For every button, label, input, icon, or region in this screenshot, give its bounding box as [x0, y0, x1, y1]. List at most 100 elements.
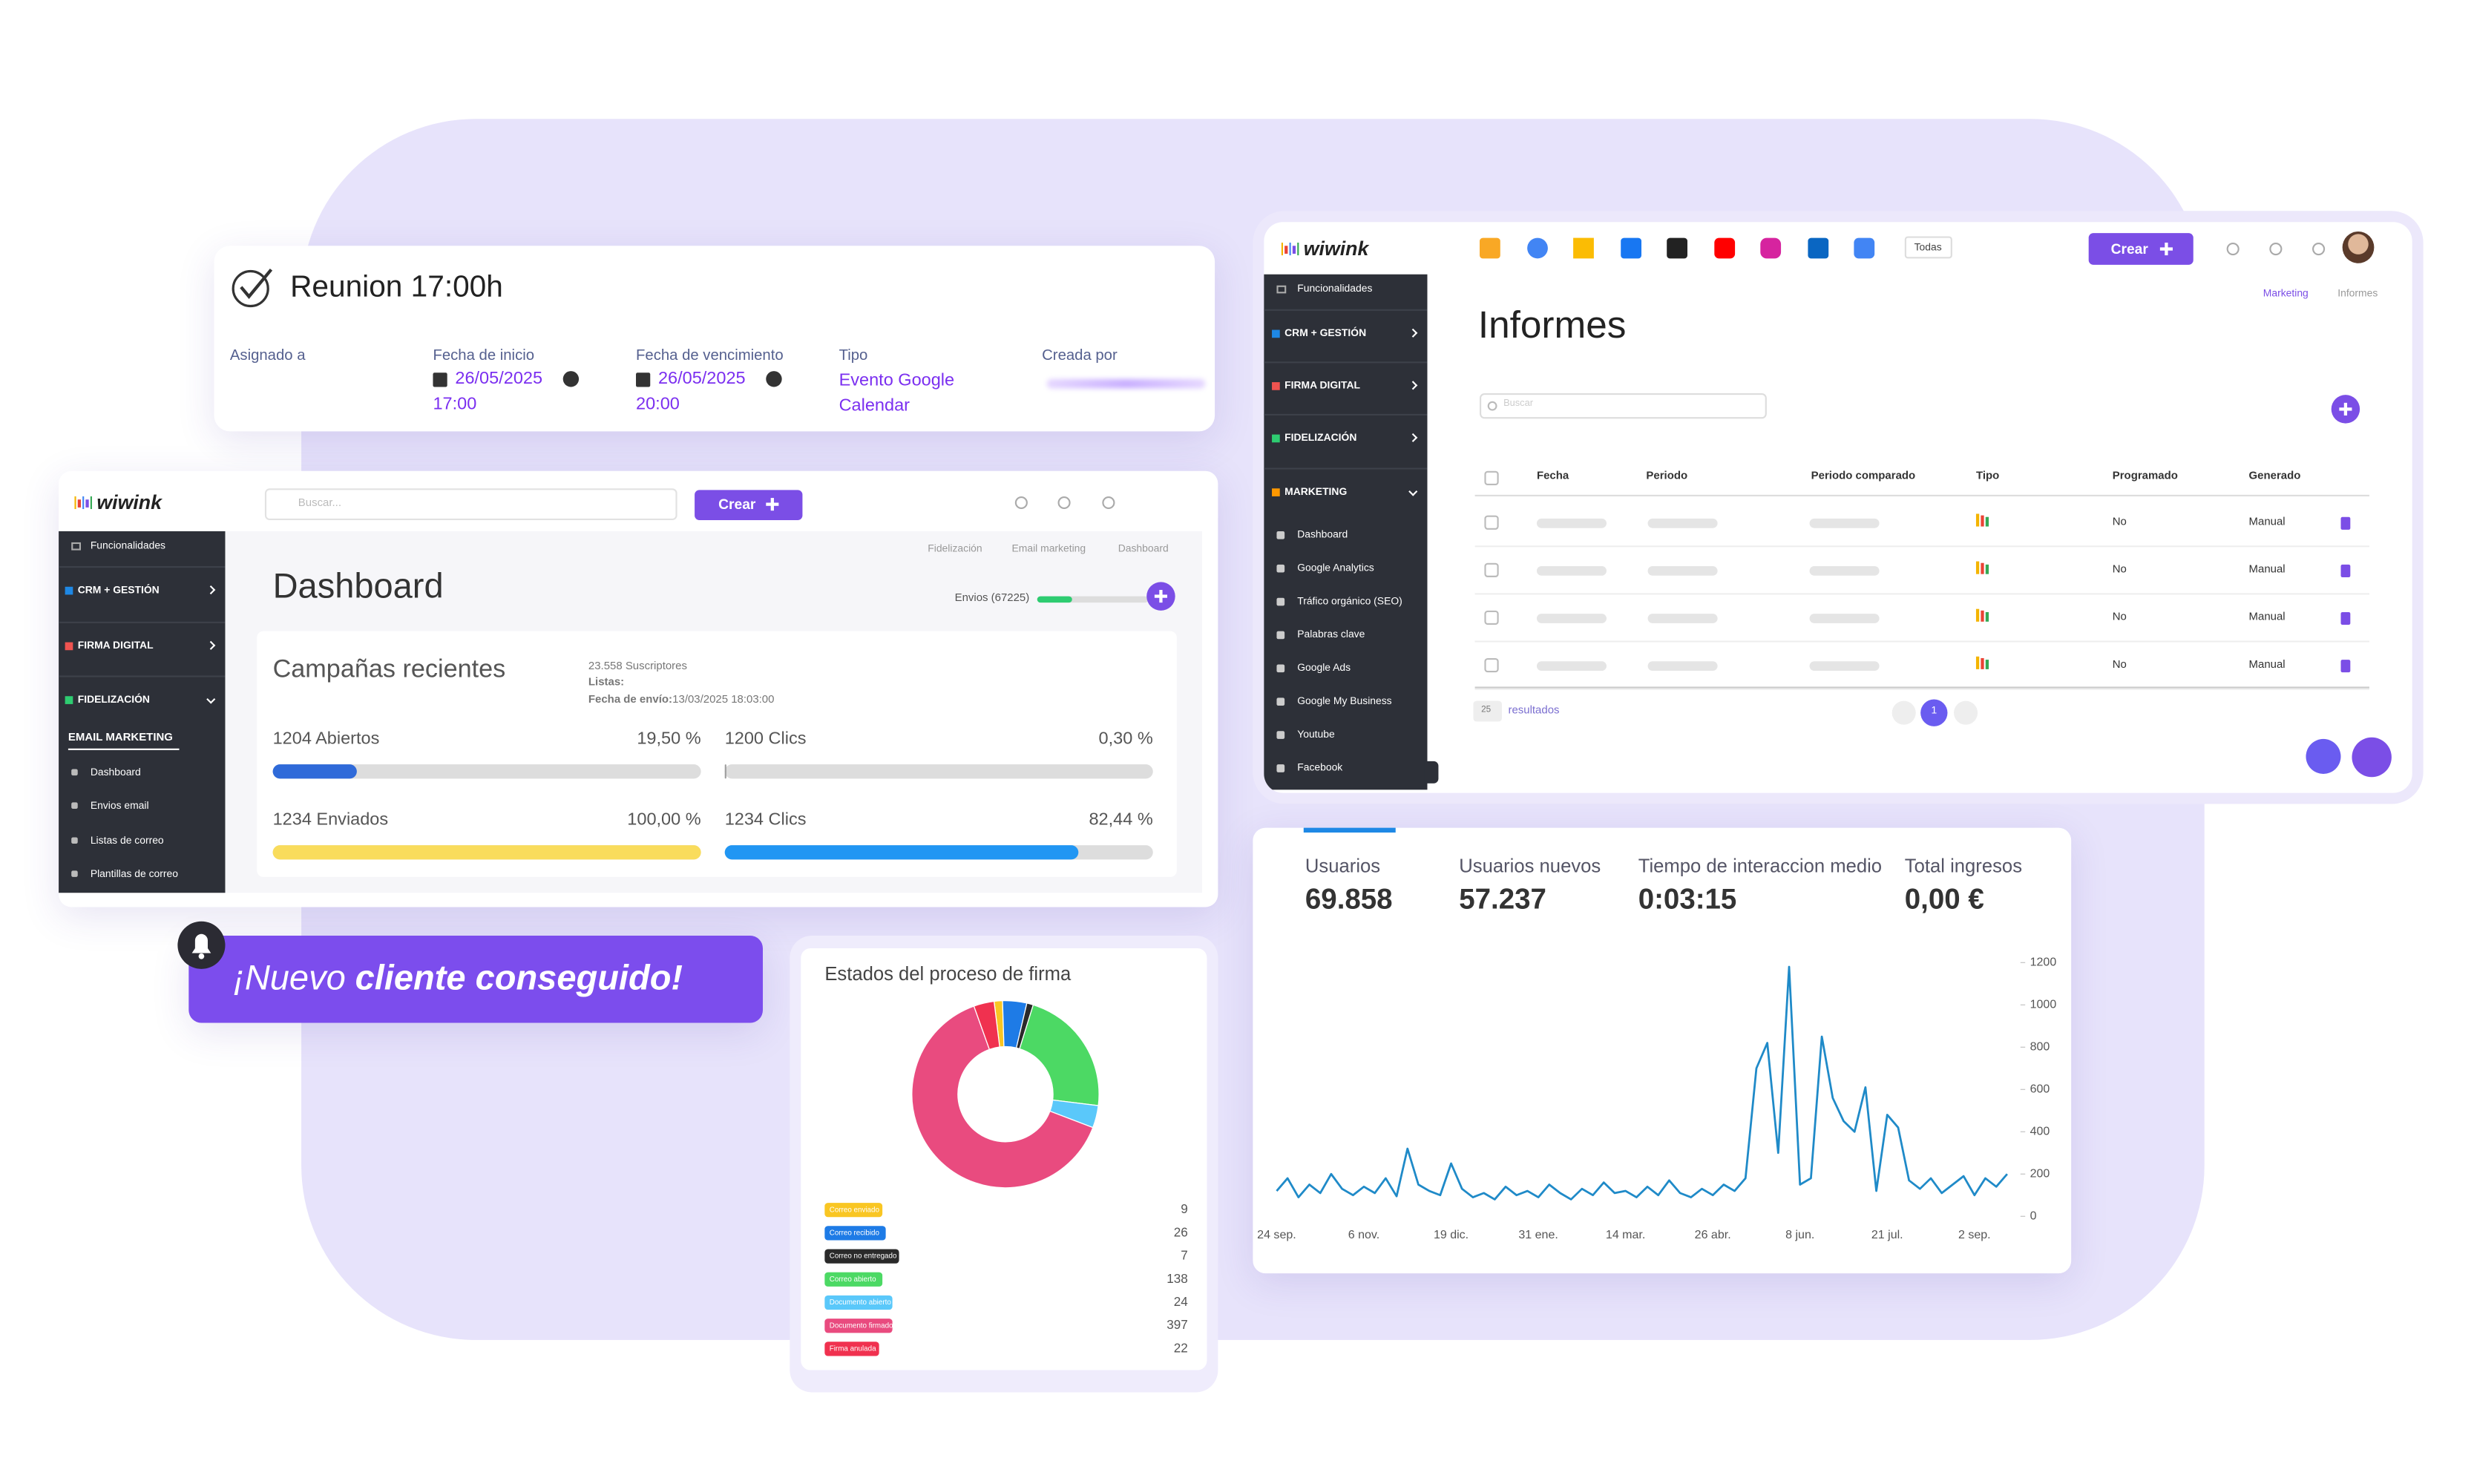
chart-title: Estados del proceso de firma: [824, 964, 1072, 985]
page-size: 25: [1473, 700, 1502, 722]
social-icon[interactable]: [1713, 237, 1735, 259]
sidebar-section: CRM + GESTIÓN: [1284, 328, 1367, 340]
time: 17:00: [433, 395, 477, 414]
social-icon[interactable]: [1760, 237, 1782, 259]
send-date-label: Fecha de envío:: [588, 695, 672, 706]
logo-bar: [85, 499, 88, 508]
checkbox[interactable]: [1484, 515, 1499, 530]
notification-part: ¡Nuevo: [233, 957, 346, 998]
table-header: Periodo: [1646, 470, 1688, 482]
sidebar-top: Funcionalidades: [1297, 283, 1373, 295]
item-icon: [1276, 631, 1285, 640]
section-divider: [59, 565, 226, 568]
type-icon: [1985, 660, 1989, 669]
sends-label: Envios (67225): [954, 593, 1030, 605]
cell: No: [2112, 611, 2127, 623]
metric-value: 0:03:15: [1638, 883, 1737, 916]
placeholder: [1536, 614, 1607, 623]
download-icon[interactable]: [2340, 660, 2351, 673]
progress-fill: [724, 845, 1078, 860]
breadcrumb: Dashboard: [1118, 544, 1169, 556]
sidebar-item[interactable]: Dashboard: [90, 767, 141, 779]
x-tick-label: 26 abr.: [1695, 1228, 1731, 1241]
date: 26/05/2025: [657, 369, 746, 389]
avatar: [2342, 232, 2375, 263]
filter-box[interactable]: Todas: [1904, 236, 1952, 259]
campaign-card: Campañas recientes 23.558 Suscriptores Lis…: [257, 631, 1177, 877]
sidebar-item[interactable]: Google My Business: [1297, 696, 1392, 708]
logo-bar: [74, 496, 77, 510]
social-icon[interactable]: [1807, 237, 1828, 259]
sidebar-item[interactable]: Plantillas de correo: [90, 869, 178, 881]
social-icon[interactable]: [1620, 237, 1641, 259]
social-icon[interactable]: [1667, 237, 1687, 259]
social-icon[interactable]: [1854, 237, 1875, 259]
social-icon[interactable]: [1573, 237, 1594, 259]
bell-clapper: [198, 953, 205, 959]
sidebar-item[interactable]: Envios email: [90, 801, 149, 812]
logo-bar: [1284, 246, 1287, 254]
chat-button[interactable]: [2306, 738, 2341, 774]
bell-svg: [191, 933, 211, 959]
legend-label: Correo enviado: [830, 1206, 880, 1214]
page-title: Informes: [1477, 304, 1627, 348]
progress-fill: [272, 764, 357, 779]
checkbox[interactable]: [1484, 562, 1499, 577]
placeholder: [1536, 518, 1607, 528]
menu-button[interactable]: [2352, 737, 2392, 778]
sidebar-item[interactable]: Youtube: [1297, 729, 1335, 741]
task-title: Reunion 17:00h: [290, 271, 503, 305]
checkbox[interactable]: [1484, 657, 1499, 673]
y-tick-label: 1000: [2030, 998, 2057, 1011]
section-dot: [65, 586, 73, 595]
x-tick-label: 31 ene.: [1518, 1228, 1558, 1241]
sidebar-section: MARKETING: [1284, 487, 1348, 499]
download-icon[interactable]: [2340, 611, 2351, 626]
item-icon: [1276, 697, 1285, 706]
item-icon: [1276, 664, 1285, 673]
plus-v: [771, 498, 774, 511]
field-label: Tipo: [839, 347, 868, 365]
x-tick-label: 8 jun.: [1785, 1228, 1814, 1241]
sends-fill: [1037, 596, 1072, 603]
header-icon: [1057, 496, 1071, 510]
prev-button[interactable]: [1891, 700, 1916, 725]
add-button[interactable]: [2331, 395, 2360, 424]
metric-label: Usuarios: [1305, 854, 1381, 877]
x-tick-label: 2 sep.: [1958, 1228, 1991, 1241]
page-button[interactable]: 1: [1920, 699, 1948, 726]
sidebar-item[interactable]: Palabras clave: [1297, 629, 1365, 641]
sidebar-item[interactable]: Google Analytics: [1297, 562, 1374, 574]
sidebar-item[interactable]: Dashboard: [1297, 529, 1348, 541]
create-button[interactable]: Crear: [2088, 233, 2194, 265]
search-placeholder: Buscar: [1503, 399, 1534, 410]
check-icon: [230, 265, 275, 309]
sidebar-item[interactable]: Google Ads: [1297, 663, 1351, 674]
create-button[interactable]: Crear: [695, 490, 803, 521]
social-icon[interactable]: [1480, 237, 1500, 259]
download-icon[interactable]: [2340, 516, 2351, 530]
social-icon[interactable]: [1526, 237, 1547, 259]
sidebar-item[interactable]: Facebook: [1297, 762, 1343, 774]
item-icon: [1276, 764, 1285, 772]
download-icon[interactable]: [2340, 564, 2351, 577]
bell-shape: [191, 933, 211, 953]
checkbox[interactable]: [1484, 470, 1499, 485]
type-icon: [1975, 513, 1980, 527]
page-size-label: 25: [1481, 706, 1492, 715]
checkbox[interactable]: [1484, 610, 1499, 626]
type-icon: [1985, 564, 1989, 574]
plus-v: [2165, 242, 2168, 256]
sidebar-item[interactable]: Tráfico orgánico (SEO): [1297, 596, 1402, 608]
add-button[interactable]: [1146, 582, 1175, 611]
legend-badge: [824, 1203, 883, 1218]
item-icon: [71, 769, 78, 776]
table-header: Generado: [2248, 470, 2301, 482]
sidebar-section: CRM + GESTIÓN: [77, 585, 160, 597]
sidebar-item[interactable]: Listas de correo: [90, 835, 164, 847]
y-tick-label: 1200: [2030, 956, 2057, 969]
placeholder: [1647, 661, 1718, 672]
placeholder: [1647, 518, 1718, 528]
next-button[interactable]: [1954, 700, 1978, 725]
